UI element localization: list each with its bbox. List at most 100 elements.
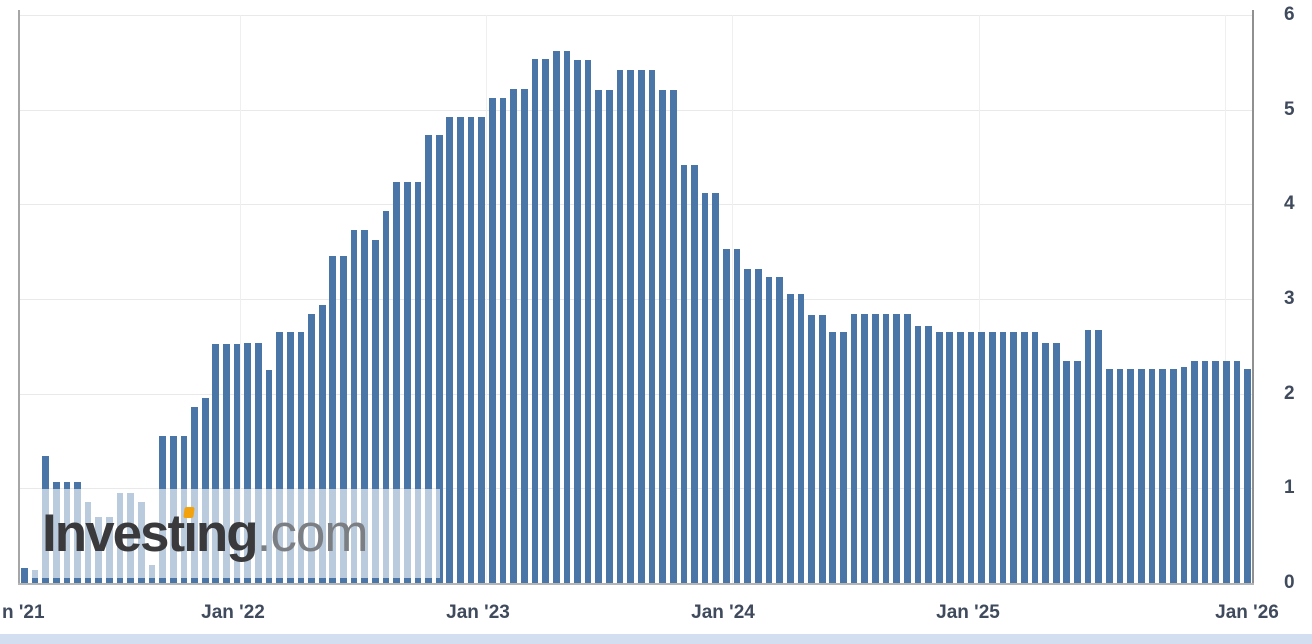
data-bar[interactable] (1127, 369, 1135, 583)
data-bar[interactable] (520, 89, 528, 583)
data-bar[interactable] (680, 165, 688, 583)
horizontal-gridline (19, 204, 1253, 205)
data-bar[interactable] (1180, 367, 1188, 583)
data-bar[interactable] (318, 305, 326, 583)
data-bar[interactable] (1010, 332, 1017, 583)
data-bar[interactable] (712, 193, 720, 583)
data-bar[interactable] (350, 230, 358, 583)
data-bar[interactable] (425, 135, 432, 583)
data-bar[interactable] (840, 332, 847, 583)
data-bar[interactable] (393, 182, 400, 583)
data-bar[interactable] (223, 344, 230, 583)
data-bar[interactable] (606, 90, 613, 583)
data-bar[interactable] (691, 165, 698, 583)
data-bar[interactable] (744, 269, 752, 583)
data-bar[interactable] (286, 332, 294, 583)
data-bar[interactable] (1212, 361, 1220, 583)
data-bar[interactable] (276, 332, 283, 583)
data-bar[interactable] (648, 70, 656, 583)
data-bar[interactable] (1063, 361, 1071, 583)
data-bar[interactable] (372, 240, 379, 583)
data-bar[interactable] (797, 294, 805, 583)
data-bar[interactable] (829, 332, 837, 583)
data-bar[interactable] (1020, 332, 1028, 583)
data-bar[interactable] (765, 277, 773, 583)
data-bar[interactable] (1052, 343, 1060, 583)
data-bar[interactable] (20, 568, 28, 583)
data-bar[interactable] (872, 314, 879, 583)
data-bar[interactable] (542, 59, 549, 583)
data-bar[interactable] (499, 98, 507, 583)
data-bar[interactable] (1201, 361, 1209, 583)
data-bar[interactable] (584, 60, 592, 583)
data-bar[interactable] (733, 249, 741, 583)
data-bar[interactable] (244, 343, 252, 583)
data-bar[interactable] (510, 89, 518, 583)
data-bar[interactable] (467, 117, 475, 583)
data-bar[interactable] (999, 332, 1007, 583)
data-bar[interactable] (669, 90, 677, 583)
data-bar[interactable] (574, 60, 581, 583)
data-bar[interactable] (308, 314, 315, 583)
data-bar[interactable] (1116, 369, 1124, 583)
data-bar[interactable] (850, 314, 858, 583)
data-bar[interactable] (382, 211, 390, 583)
data-bar[interactable] (1106, 369, 1113, 583)
data-bar[interactable] (457, 117, 464, 583)
data-bar[interactable] (967, 332, 975, 583)
data-bar[interactable] (627, 70, 635, 583)
data-bar[interactable] (233, 344, 241, 583)
data-bar[interactable] (1148, 369, 1156, 583)
data-bar[interactable] (925, 326, 932, 583)
data-bar[interactable] (616, 70, 624, 583)
data-bar[interactable] (1159, 369, 1166, 583)
data-bar[interactable] (531, 59, 539, 583)
data-bar[interactable] (435, 135, 443, 583)
data-bar[interactable] (1031, 332, 1039, 583)
data-bar[interactable] (754, 269, 762, 583)
data-bar[interactable] (946, 332, 954, 583)
data-bar[interactable] (1042, 343, 1049, 583)
data-bar[interactable] (903, 314, 911, 583)
data-bar[interactable] (1074, 361, 1081, 583)
data-bar[interactable] (701, 193, 709, 583)
data-bar[interactable] (489, 98, 496, 583)
data-bar[interactable] (1084, 330, 1092, 583)
data-bar[interactable] (914, 326, 922, 583)
data-bar[interactable] (340, 256, 347, 583)
data-bar[interactable] (637, 70, 645, 583)
data-bar[interactable] (1169, 369, 1177, 583)
data-bar[interactable] (818, 315, 826, 583)
data-bar[interactable] (255, 343, 262, 583)
data-bar[interactable] (957, 332, 964, 583)
data-bar[interactable] (478, 117, 486, 583)
data-bar[interactable] (265, 370, 273, 583)
data-bar[interactable] (723, 249, 730, 583)
data-bar[interactable] (563, 51, 571, 583)
data-bar[interactable] (446, 117, 454, 583)
data-bar[interactable] (212, 344, 220, 583)
data-bar[interactable] (1095, 330, 1103, 583)
data-bar[interactable] (297, 332, 305, 583)
data-bar[interactable] (595, 90, 603, 583)
data-bar[interactable] (361, 230, 369, 583)
data-bar[interactable] (1244, 369, 1252, 583)
data-bar[interactable] (786, 294, 794, 583)
data-bar[interactable] (659, 90, 666, 583)
data-bar[interactable] (1191, 361, 1198, 583)
data-bar[interactable] (403, 182, 411, 583)
data-bar[interactable] (414, 182, 422, 583)
data-bar[interactable] (1137, 369, 1145, 583)
data-bar[interactable] (935, 332, 943, 583)
data-bar[interactable] (776, 277, 783, 583)
data-bar[interactable] (1233, 361, 1241, 583)
data-bar[interactable] (552, 51, 560, 583)
data-bar[interactable] (989, 332, 996, 583)
data-bar[interactable] (893, 314, 900, 583)
data-bar[interactable] (882, 314, 890, 583)
data-bar[interactable] (861, 314, 869, 583)
data-bar[interactable] (329, 256, 337, 583)
data-bar[interactable] (1223, 361, 1230, 583)
data-bar[interactable] (978, 332, 986, 583)
data-bar[interactable] (808, 315, 815, 583)
